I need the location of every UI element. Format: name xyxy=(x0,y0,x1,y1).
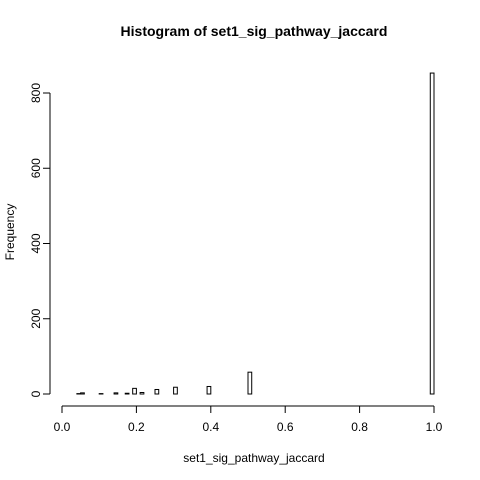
histogram-bar xyxy=(429,72,435,395)
x-tick-label: 0.0 xyxy=(54,420,71,434)
y-tick-label: 200 xyxy=(29,308,43,328)
histogram-bar xyxy=(113,392,119,395)
histogram-bar xyxy=(132,387,137,395)
y-tick-label: 0 xyxy=(29,390,43,397)
histogram-bar xyxy=(154,388,160,395)
histogram-bar xyxy=(173,386,178,395)
x-tick-label: 0.8 xyxy=(351,420,368,434)
y-tick-label: 800 xyxy=(29,83,43,103)
x-tick-label: 0.4 xyxy=(202,420,219,434)
histogram-bar xyxy=(206,385,212,395)
histogram-bar xyxy=(247,371,253,395)
y-axis-label: Frequency xyxy=(3,204,17,261)
x-axis-label: set1_sig_pathway_jaccard xyxy=(183,451,324,465)
x-tick-label: 1.0 xyxy=(426,420,443,434)
histogram-bar xyxy=(124,392,130,395)
y-axis: 0 200 400 600 800 xyxy=(29,83,51,397)
histogram-bars xyxy=(76,72,435,395)
x-tick-label: 0.2 xyxy=(128,420,145,434)
histogram-bar xyxy=(139,392,145,395)
x-axis: 0.0 0.2 0.4 0.6 0.8 1.0 xyxy=(54,405,443,434)
y-tick-label: 600 xyxy=(29,158,43,178)
y-tick-label: 400 xyxy=(29,233,43,253)
histogram-bar xyxy=(80,392,85,395)
x-tick-label: 0.6 xyxy=(277,420,294,434)
chart-title: Histogram of set1_sig_pathway_jaccard xyxy=(121,23,388,39)
